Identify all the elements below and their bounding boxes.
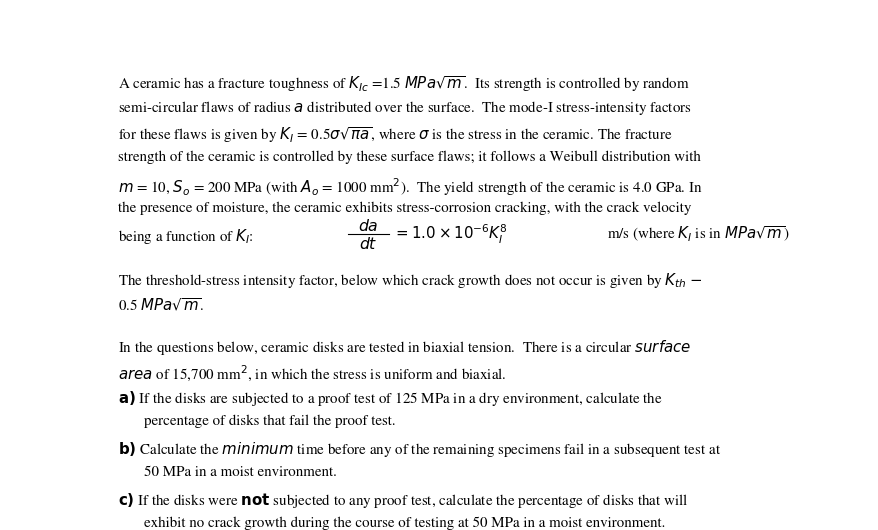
Text: for these flaws is given by $K_I$ = 0.5$\sigma\sqrt{\pi a}$, where $\sigma$ is t: for these flaws is given by $K_I$ = 0.5$… — [118, 125, 672, 145]
Text: exhibit no crack growth during the course of testing at 50 MPa in a moist enviro: exhibit no crack growth during the cours… — [144, 516, 665, 530]
Text: $m$ = 10, $S_o$ = 200 MPa (with $A_o$ = 1000 mm$^2$).  The yield strength of the: $m$ = 10, $S_o$ = 200 MPa (with $A_o$ = … — [118, 176, 702, 198]
Text: $\it{area}$ of 15,700 mm$^2$, in which the stress is uniform and biaxial.: $\it{area}$ of 15,700 mm$^2$, in which t… — [118, 363, 506, 383]
Text: strength of the ceramic is controlled by these surface flaws; it follows a Weibu: strength of the ceramic is controlled by… — [118, 151, 700, 164]
Text: $\mathbf{a)}$ If the disks are subjected to a proof test of 125 MPa in a dry env: $\mathbf{a)}$ If the disks are subjected… — [118, 389, 662, 408]
Text: $\mathbf{c)}$ If the disks were $\mathbf{not}$ subjected to any proof test, calc: $\mathbf{c)}$ If the disks were $\mathbf… — [118, 491, 687, 510]
Text: The threshold-stress intensity factor, below which crack growth does not occur i: The threshold-stress intensity factor, b… — [118, 271, 702, 290]
Text: $dt$: $dt$ — [359, 236, 378, 252]
Text: percentage of disks that fail the proof test.: percentage of disks that fail the proof … — [144, 414, 395, 428]
Text: m/s (where $K_I$ is in $MPa\sqrt{m}$): m/s (where $K_I$ is in $MPa\sqrt{m}$) — [607, 225, 788, 244]
Text: semi-circular flaws of radius $a$ distributed over the surface.  The mode-I stre: semi-circular flaws of radius $a$ distri… — [118, 99, 691, 117]
Text: the presence of moisture, the ceramic exhibits stress-corrosion cracking, with t: the presence of moisture, the ceramic ex… — [118, 201, 691, 215]
Text: being a function of $K_I$:: being a function of $K_I$: — [118, 227, 254, 246]
Text: $=1.0\times10^{-6}K_I^8$: $=1.0\times10^{-6}K_I^8$ — [392, 223, 507, 246]
Text: A ceramic has a fracture toughness of $K_{Ic}$ =1.5 $MPa\sqrt{m}$.  Its strength: A ceramic has a fracture toughness of $K… — [118, 74, 689, 94]
Text: In the questions below, ceramic disks are tested in biaxial tension.  There is a: In the questions below, ceramic disks ar… — [118, 338, 691, 357]
Text: 50 MPa in a moist environment.: 50 MPa in a moist environment. — [144, 465, 336, 479]
Text: $\mathbf{b)}$ Calculate the $\mathit{minimum}$ time before any of the remaining : $\mathbf{b)}$ Calculate the $\mathit{min… — [118, 440, 720, 459]
Text: 0.5 $MPa\sqrt{m}$.: 0.5 $MPa\sqrt{m}$. — [118, 297, 204, 314]
Text: $da$: $da$ — [358, 218, 378, 234]
